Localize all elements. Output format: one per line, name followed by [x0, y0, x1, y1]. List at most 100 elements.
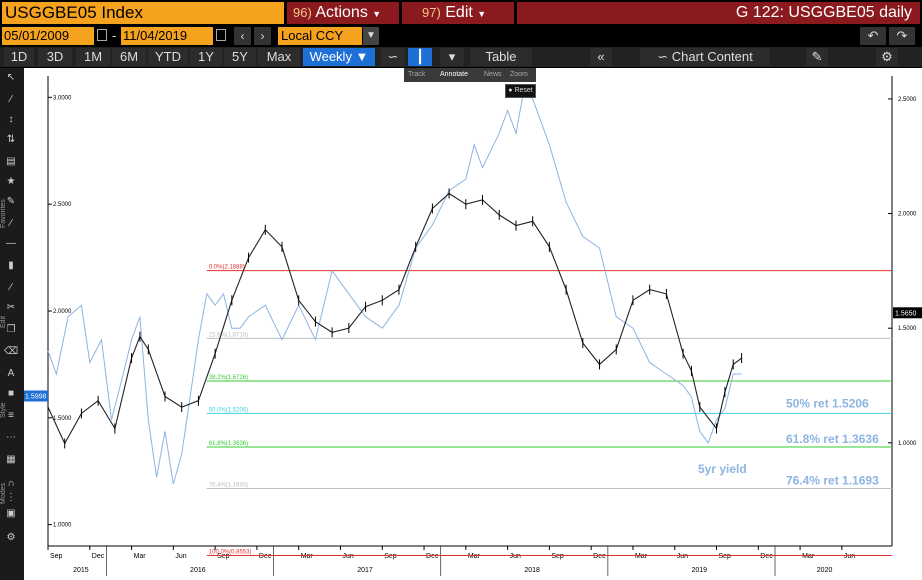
table-button[interactable]: Table	[470, 48, 532, 66]
yield-series-line	[47, 86, 742, 485]
x-year-label: 2019	[691, 567, 707, 574]
x-tick-label: Dec	[760, 553, 773, 560]
date-separator: -	[112, 28, 117, 43]
grip-icon[interactable]: ⋮	[6, 492, 16, 503]
chart-content-icon: ∽	[657, 49, 669, 64]
period-5y[interactable]: 5Y	[224, 48, 256, 66]
left-tick-label: 2.0000	[53, 309, 72, 315]
calendar-icon[interactable]	[97, 29, 107, 41]
trend-icon[interactable]: ↕	[8, 114, 14, 125]
hatch-icon[interactable]: ▦	[6, 454, 16, 465]
last-value-right: 1.5650	[895, 310, 917, 317]
collapse-icon[interactable]: «	[590, 48, 612, 66]
tool-sidebar: ↖ ∕ ↕ ⇅ ▤ ★ Favorites ✎ ∕ — ▮ ∕ Edit ✂ ❐…	[0, 68, 24, 580]
pen-icon[interactable]: ∕	[10, 282, 12, 293]
reset-icon: ●	[508, 87, 513, 94]
end-date-field[interactable]: 11/04/2019	[121, 27, 213, 45]
line-chart-icon[interactable]: ∽	[381, 48, 405, 66]
annotate-button[interactable]: Annotate	[440, 71, 469, 78]
zoom-button[interactable]: Zoom	[510, 71, 528, 78]
x-tick-label: Mar	[301, 553, 314, 560]
hline-icon[interactable]: —	[6, 238, 16, 249]
last-value-right-box	[893, 307, 922, 319]
line-tool-icon[interactable]: ∕	[10, 94, 12, 105]
period-1m[interactable]: 1M	[76, 48, 110, 66]
x-tick-label: Jun	[677, 553, 688, 560]
magnet-icon[interactable]: ∩	[7, 478, 15, 489]
calendar-icon[interactable]	[216, 29, 226, 41]
actions-menu[interactable]: 96) Actions ▼	[287, 2, 399, 24]
next-arrow-icon[interactable]: ›	[254, 27, 271, 45]
fib-level-label: 38.2%(1.6726)	[209, 375, 248, 381]
bar-chart-icon[interactable]: ┃	[408, 48, 432, 66]
left-tick-label: 3.0000	[53, 95, 72, 101]
brush-icon[interactable]: ∕	[10, 218, 12, 229]
star-icon[interactable]: ★	[6, 176, 16, 187]
toolbar: 1D 3D 1M 6M YTD 1Y 5Y Max Weekly ▼ ∽ ┃ ▾…	[0, 47, 922, 67]
fib-level-label: 76.4%(1.1693)	[209, 482, 248, 488]
color-icon[interactable]: ■	[7, 388, 15, 399]
edit-menu[interactable]: 97) Edit ▼	[402, 2, 514, 24]
chevron-down-icon[interactable]: ▼	[363, 27, 379, 45]
x-tick-label: Sep	[719, 553, 732, 560]
period-ytd[interactable]: YTD	[148, 48, 188, 66]
edit-number: 97)	[422, 5, 441, 20]
period-max[interactable]: Max	[258, 48, 300, 66]
period-6m[interactable]: 6M	[112, 48, 146, 66]
x-tick-label: Sep	[50, 553, 63, 560]
period-3d[interactable]: 3D	[38, 48, 72, 66]
undo-icon[interactable]: ↶	[860, 27, 886, 45]
fib-icon[interactable]: ▤	[6, 156, 16, 167]
news-button[interactable]: News	[484, 71, 502, 78]
cut-icon[interactable]: ✂	[6, 302, 16, 313]
period-1d[interactable]: 1D	[4, 48, 34, 66]
chevron-down-icon: ▼	[477, 9, 487, 19]
left-tick-label: 1.0000	[53, 523, 72, 529]
reset-button[interactable]: ● Reset	[505, 84, 536, 98]
x-year-label: 2015	[73, 567, 89, 574]
start-date-field[interactable]: 05/01/2009	[2, 27, 94, 45]
x-tick-label: Dec	[92, 553, 105, 560]
lock-icon[interactable]: ▣	[6, 508, 16, 519]
draw-icon[interactable]: ✎	[6, 196, 16, 207]
x-tick-label: Mar	[134, 553, 147, 560]
currency-select[interactable]: Local CCY	[278, 27, 362, 45]
dash-icon[interactable]: ⋯	[6, 432, 16, 443]
right-tick-label: 2.5000	[898, 97, 917, 103]
left-tick-label: 2.5000	[53, 202, 72, 208]
fib-level-label: 100.0%(0.8553)	[209, 550, 252, 556]
last-value-left-box	[24, 390, 48, 402]
text-icon[interactable]: A	[7, 368, 15, 379]
chart-area[interactable]: 1.0000 1.5000 2.0000 2.5000 3.0000 1.0000 1.50…	[24, 68, 922, 580]
period-1y[interactable]: 1Y	[190, 48, 222, 66]
gear-icon[interactable]: ⚙	[876, 48, 898, 66]
settings-icon[interactable]: ⚙	[6, 532, 16, 543]
channel-icon[interactable]: ⇅	[6, 134, 16, 145]
window-title: G 122: USGGBE05 daily	[517, 2, 920, 24]
delete-icon[interactable]: ⌫	[4, 346, 19, 357]
ticker-field[interactable]: USGGBE05 Index	[2, 2, 284, 24]
chevron-down-icon[interactable]: ▾	[440, 48, 464, 66]
thickness-icon[interactable]: ≡	[8, 410, 14, 421]
track-button[interactable]: Track	[408, 71, 426, 78]
frequency-select[interactable]: Weekly ▼	[303, 48, 375, 66]
left-tick-label: 1.5000	[53, 416, 72, 422]
copy-icon[interactable]: ❐	[6, 324, 16, 335]
fib-annotation: 50% ret 1.5206	[786, 396, 869, 410]
actions-number: 96)	[293, 5, 312, 20]
fib-level-label: 0.0%(2.1888)	[209, 265, 245, 271]
redo-icon[interactable]: ↷	[889, 27, 915, 45]
cursor-icon[interactable]: ↖	[6, 72, 16, 83]
x-tick-label: Sep	[384, 553, 397, 560]
title-bar: USGGBE05 Index 96) Actions ▼ 97) Edit ▼ …	[0, 0, 922, 25]
right-tick-label: 2.0000	[898, 212, 917, 218]
x-tick-label: Jun	[510, 553, 521, 560]
prev-arrow-icon[interactable]: ‹	[234, 27, 251, 45]
fib-annotation: 76.4% ret 1.1693	[786, 473, 879, 487]
pencil-icon[interactable]: ✎	[806, 48, 828, 66]
x-year-label: 2017	[357, 567, 373, 574]
rect-icon[interactable]: ▮	[8, 260, 14, 271]
chart-content-button[interactable]: ∽ Chart Content	[640, 48, 770, 66]
reset-label: Reset	[514, 87, 533, 94]
edit-label: Edit	[445, 4, 473, 21]
